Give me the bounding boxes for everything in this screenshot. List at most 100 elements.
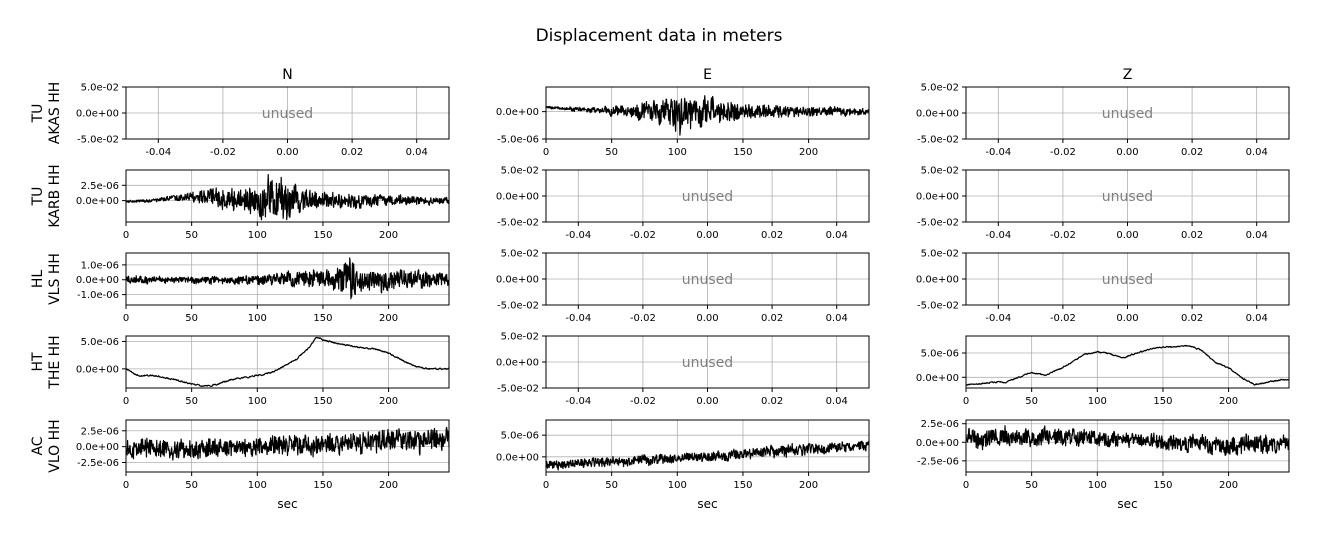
y-tick-label: -5.0e-02 <box>497 218 539 229</box>
y-tick-label: 5.0e-02 <box>81 83 119 94</box>
y-tick-label: 0.0e+00 <box>76 442 119 453</box>
subplot-z-row-4: 0 50 100 150 200 2.5e-06 0.0e+00 -2.5e-06 <box>916 419 1290 491</box>
x-tick-label: 150 <box>313 313 332 324</box>
y-tick-label: 5.0e-06 <box>921 349 959 360</box>
x-tick-label: 100 <box>668 147 687 158</box>
x-axis-label: sec <box>697 497 717 511</box>
x-tick-label: -0.04 <box>985 313 1011 324</box>
y-tick-label: 1.0e-06 <box>81 260 119 271</box>
x-tick-label: 0 <box>963 396 969 407</box>
x-tick-label: -0.02 <box>630 313 656 324</box>
y-tick-label: -5.0e-02 <box>917 135 959 146</box>
row-label-station: THE HH <box>47 335 63 389</box>
y-tick-label: 0.0e+00 <box>496 358 539 369</box>
trace-line <box>965 344 1290 386</box>
unused-label: unused <box>1102 106 1153 122</box>
y-tick-label: 5.0e-02 <box>921 249 959 260</box>
y-tick-label: -5.0e-02 <box>497 301 539 312</box>
axes-frame <box>125 335 450 389</box>
x-tick-label: 0.04 <box>826 313 848 324</box>
x-tick-label: 0 <box>963 480 969 491</box>
y-tick-label: 0.0e+00 <box>496 107 539 118</box>
y-tick-label: 2.5e-06 <box>81 426 119 437</box>
unused-label: unused <box>262 106 313 122</box>
x-tick-label: -0.02 <box>630 230 656 241</box>
x-tick-label: 0.02 <box>1181 147 1203 158</box>
subplot-e-row-1: unused -0.04 -0.02 0.00 0.02 0.04 5.0e-02 0.0e+… <box>496 166 870 241</box>
y-tick-label: 0.0e+00 <box>76 275 119 286</box>
trace-line <box>965 425 1290 456</box>
x-tick-label: 100 <box>248 313 267 324</box>
x-tick-label: 0.02 <box>341 147 363 158</box>
trace-line <box>125 336 450 388</box>
row-label-network: HT <box>30 352 46 372</box>
x-tick-label: 50 <box>185 230 198 241</box>
x-tick-label: -0.04 <box>145 147 171 158</box>
x-tick-label: 0 <box>543 147 549 158</box>
y-tick-label: 0.0e+00 <box>76 196 119 207</box>
trace-line <box>545 440 870 471</box>
axes-frame <box>965 335 1290 389</box>
x-tick-label: -0.04 <box>565 313 591 324</box>
x-tick-label: 150 <box>313 396 332 407</box>
y-tick-label: 0.0e+00 <box>76 364 119 375</box>
y-tick-label: 0.0e+00 <box>916 192 959 203</box>
x-tick-label: 150 <box>313 480 332 491</box>
row-label-network: TU <box>30 104 46 124</box>
x-tick-label: 0.00 <box>696 230 718 241</box>
y-tick-label: 5.0e-02 <box>921 83 959 94</box>
y-tick-label: 5.0e-02 <box>501 249 539 260</box>
x-tick-label: 200 <box>379 396 398 407</box>
x-tick-label: 0 <box>543 480 549 491</box>
x-tick-label: 50 <box>185 480 198 491</box>
y-tick-label: 5.0e-02 <box>501 332 539 343</box>
row-label-network: TU <box>30 187 46 207</box>
x-tick-label: 150 <box>733 147 752 158</box>
axes-frame <box>545 419 870 473</box>
x-tick-label: 50 <box>1025 480 1038 491</box>
y-tick-label: 2.5e-06 <box>81 181 119 192</box>
axes-frame <box>965 419 1290 473</box>
unused-label: unused <box>1102 272 1153 288</box>
x-tick-label: 0.00 <box>696 396 718 407</box>
x-tick-label: 200 <box>379 313 398 324</box>
subplot-z-row-3: 0 50 100 150 200 5.0e-06 0.0e+00 <box>916 335 1290 407</box>
x-tick-label: 150 <box>313 230 332 241</box>
unused-label: unused <box>682 272 733 288</box>
axes-frame <box>125 169 450 223</box>
axes-frame <box>545 86 870 140</box>
x-tick-label: 100 <box>668 480 687 491</box>
row-label-station: VLS HH <box>47 253 63 305</box>
x-tick-label: 0.00 <box>1116 313 1138 324</box>
x-tick-label: -0.04 <box>565 230 591 241</box>
subplot-n-row-3: 0 50 100 150 200 5.0e-06 0.0e+00 <box>76 335 450 407</box>
y-tick-label: 5.0e-06 <box>81 337 119 348</box>
x-tick-label: 0.02 <box>1181 230 1203 241</box>
x-tick-label: 100 <box>248 396 267 407</box>
trace-line <box>125 174 450 221</box>
x-tick-label: 200 <box>1219 396 1238 407</box>
x-tick-label: 200 <box>1219 480 1238 491</box>
y-tick-label: 5.0e-02 <box>921 166 959 177</box>
column-title-n: N <box>282 67 292 83</box>
x-tick-label: 100 <box>248 230 267 241</box>
x-tick-label: 0.02 <box>761 396 783 407</box>
y-tick-label: 2.5e-06 <box>921 419 959 430</box>
column-title-z: Z <box>1123 67 1133 83</box>
x-tick-label: -0.04 <box>985 230 1011 241</box>
x-tick-label: 100 <box>1088 396 1107 407</box>
row-label-station: KARB HH <box>47 164 63 227</box>
subplot-e-row-2: unused -0.04 -0.02 0.00 0.02 0.04 5.0e-02 0.0e+… <box>496 249 870 324</box>
x-tick-label: 50 <box>185 313 198 324</box>
subplot-e-row-3: unused -0.04 -0.02 0.00 0.02 0.04 5.0e-02 0.0e+… <box>496 332 870 407</box>
y-tick-label: -2.5e-06 <box>917 456 959 467</box>
y-tick-label: 0.0e+00 <box>916 109 959 120</box>
x-tick-label: 200 <box>799 480 818 491</box>
x-tick-label: -0.02 <box>630 396 656 407</box>
x-axis-label: sec <box>277 497 297 511</box>
y-tick-label: 5.0e-06 <box>501 431 539 442</box>
axes-frame <box>125 252 450 306</box>
y-tick-label: -5.0e-02 <box>77 135 119 146</box>
